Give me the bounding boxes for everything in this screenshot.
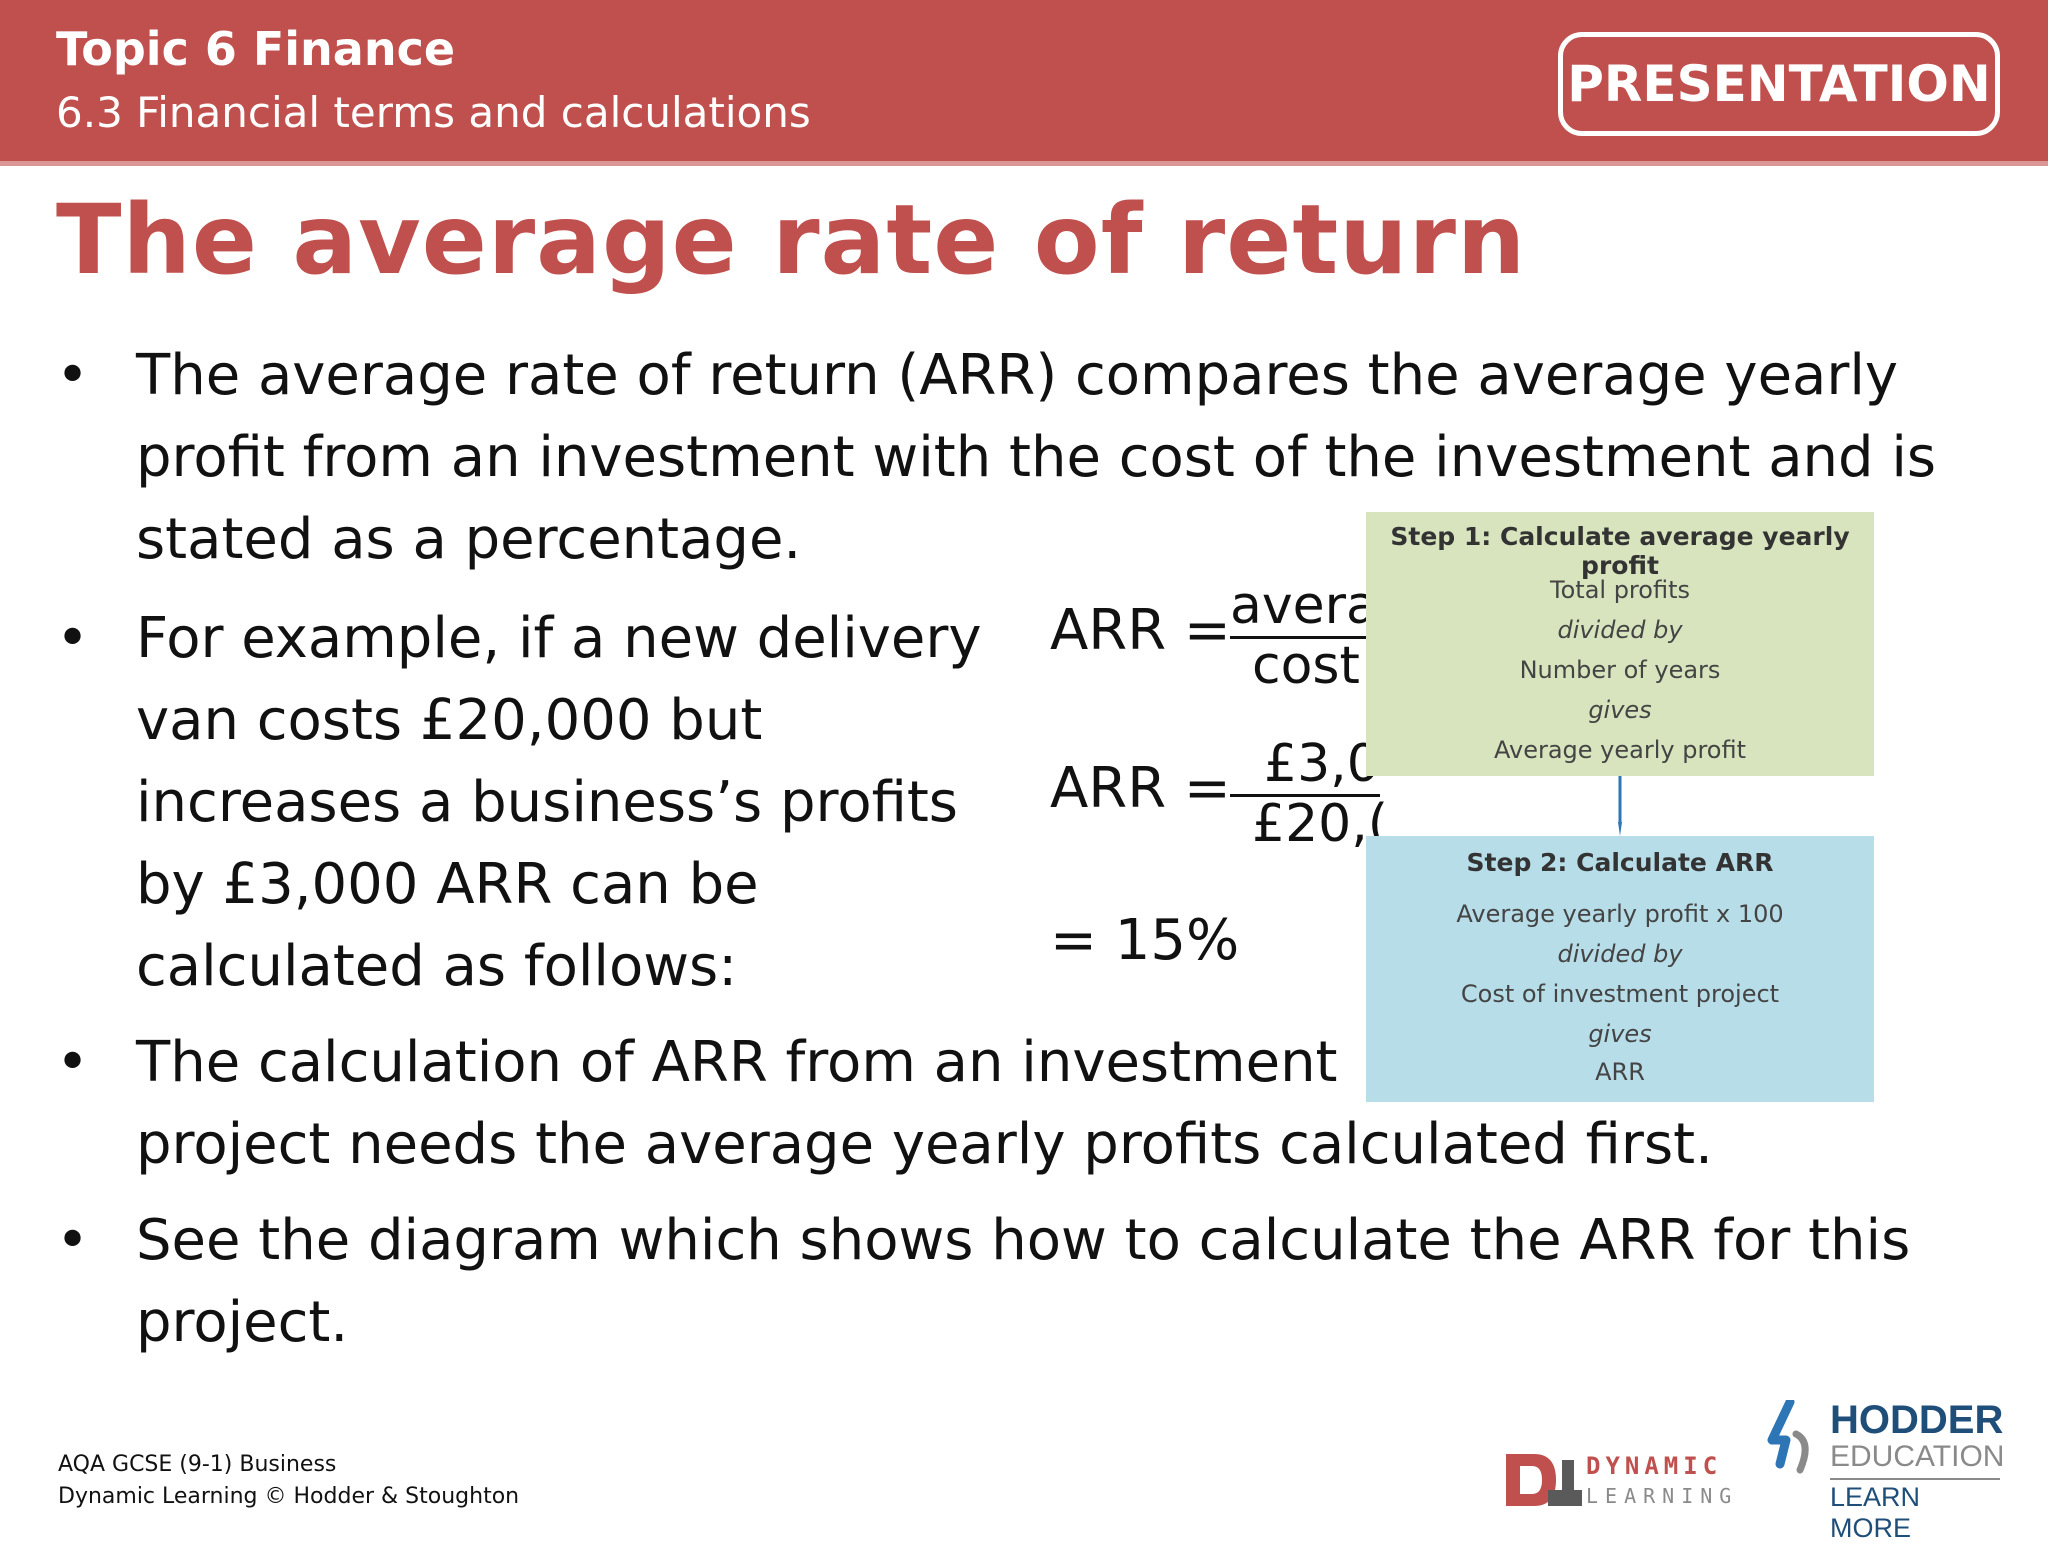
- learning-text: LEARNING: [1586, 1484, 1739, 1508]
- step2-title: Step 2: Calculate ARR: [1466, 848, 1774, 877]
- dynamic-learning-logo: DYNAMIC LEARNING: [1500, 1446, 1740, 1516]
- bullet-line: stated as a percentage.: [136, 507, 802, 572]
- hodder-education-logo: HODDER EDUCATION LEARN MORE: [1760, 1398, 2004, 1543]
- bullet-line: by £3,000 ARR can be: [136, 852, 759, 917]
- step1-line: Average yearly profit: [1493, 736, 1746, 764]
- step2-line: gives: [1588, 1020, 1652, 1048]
- subtopic-title: 6.3 Financial terms and calculations: [56, 88, 811, 137]
- fraction-line: [1230, 794, 1380, 797]
- bullet-line: See the diagram which shows how to calcu…: [136, 1208, 1911, 1273]
- step1-line: divided by: [1557, 616, 1683, 644]
- formula-result: = 15%: [1050, 908, 1240, 973]
- step2-line: Cost of investment project: [1460, 980, 1780, 1008]
- presentation-badge: PRESENTATION: [1558, 32, 2000, 136]
- step1-line: Total profits: [1550, 576, 1690, 604]
- bullet-text: The calculation of ARR from an investmen…: [136, 1022, 1713, 1186]
- topic-title: Topic 6 Finance: [56, 22, 456, 76]
- dl-mark-icon: [1506, 1454, 1582, 1506]
- step2-line: ARR: [1595, 1058, 1645, 1086]
- step1-line: Number of years: [1519, 656, 1721, 684]
- bullet-text: For example, if a new delivery van costs…: [136, 598, 982, 1008]
- slide-title: The average rate of return: [56, 184, 1527, 296]
- formula-lhs: ARR =: [1050, 598, 1231, 663]
- bullet-line: profit from an investment with the cost …: [136, 425, 1937, 490]
- learn-more-link[interactable]: LEARN MORE: [1830, 1482, 1921, 1543]
- formula-lhs: ARR =: [1050, 756, 1231, 821]
- hodder-mark-icon: [1767, 1400, 1809, 1474]
- bullet-line: For example, if a new delivery: [136, 606, 982, 671]
- bullet-line: The average rate of return (ARR) compare…: [136, 343, 1899, 408]
- bullet-line: increases a business’s profits: [136, 770, 958, 835]
- formula-arr-example: ARR = £3,0 £20,(: [1050, 734, 1388, 856]
- bullet-line: calculated as follows:: [136, 934, 738, 999]
- footer-copyright: Dynamic Learning © Hodder & Stoughton: [58, 1484, 520, 1509]
- step1-title: Step 1: Calculate average yearly profit: [1390, 522, 1850, 580]
- down-arrow-icon: [1618, 776, 1622, 836]
- formula-numerator: £3,0: [1264, 734, 1380, 794]
- fraction-line: [1230, 636, 1380, 639]
- hodder-text: HODDER: [1830, 1398, 2004, 1442]
- formula-denominator: £20,(: [1252, 794, 1389, 854]
- bullet-line: project.: [136, 1290, 349, 1355]
- bullet-line: The calculation of ARR from an investmen…: [136, 1030, 1338, 1095]
- step2-line: Average yearly profit x 100: [1456, 900, 1784, 928]
- bullet-text: See the diagram which shows how to calcu…: [136, 1200, 1910, 1364]
- education-text: EDUCATION: [1830, 1440, 2005, 1473]
- step2-box: Step 2: Calculate ARR Average yearly pro…: [1366, 836, 1874, 1102]
- bullet-dot: •: [56, 343, 90, 408]
- bullet-line: project needs the average yearly profits…: [136, 1112, 1713, 1177]
- dynamic-text: DYNAMIC: [1586, 1452, 1723, 1480]
- formula-arr-general: ARR = averag cost c: [1050, 576, 1411, 698]
- bullet-dot: •: [56, 1208, 90, 1273]
- bullet-line: van costs £20,000 but: [136, 688, 763, 753]
- arr-steps-diagram: Step 1: Calculate average yearly profit …: [1366, 512, 1874, 1102]
- step2-line: divided by: [1557, 940, 1683, 968]
- slide-header: Topic 6 Finance 6.3 Financial terms and …: [0, 0, 2048, 166]
- bullet-dot: •: [56, 606, 90, 671]
- logo-divider: [1830, 1478, 2000, 1480]
- step1-line: gives: [1588, 696, 1652, 724]
- bullet-text: The average rate of return (ARR) compare…: [136, 335, 1936, 581]
- step1-box: Step 1: Calculate average yearly profit …: [1366, 512, 1874, 776]
- footer-course: AQA GCSE (9-1) Business: [58, 1452, 337, 1477]
- bullet-dot: •: [56, 1030, 90, 1095]
